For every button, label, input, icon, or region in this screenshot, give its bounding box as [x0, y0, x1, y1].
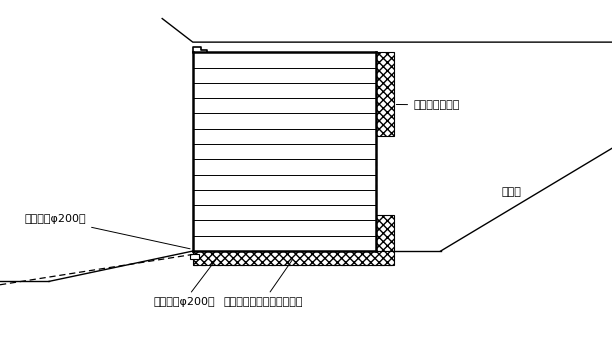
Text: 排水ブランケット（砕石）: 排水ブランケット（砕石）: [223, 260, 303, 307]
Text: 有孔管（φ200）: 有孔管（φ200）: [153, 260, 215, 307]
Text: 排水層（砕石）: 排水層（砕石）: [397, 100, 460, 110]
Text: 地山線: 地山線: [502, 187, 521, 197]
Bar: [376, 215, 394, 251]
Text: 排水管（φ200）: 排水管（φ200）: [24, 214, 190, 249]
Bar: [190, 254, 199, 259]
Bar: [376, 52, 394, 136]
Bar: [193, 251, 394, 265]
